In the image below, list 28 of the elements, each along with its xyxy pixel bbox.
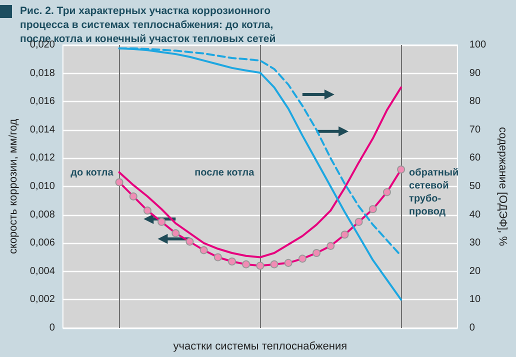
y2-tick-label: 0 (469, 322, 476, 334)
y2-tick-label: 100 (469, 40, 487, 50)
annotation: после котла (194, 167, 255, 178)
y2-tick-label: 30 (469, 238, 481, 249)
line-series (118, 86, 402, 258)
y-tick-label: 0,010 (30, 181, 56, 192)
y-tick-label: 0,004 (30, 266, 56, 277)
y2-tick-label: 60 (469, 152, 481, 164)
y-tick-label: 0,006 (30, 238, 56, 249)
y-tick-label: 0,016 (30, 96, 56, 108)
annotation: до котла (70, 167, 114, 178)
y2-tick-label: 50 (469, 181, 481, 192)
y2-tick-label: 20 (469, 266, 481, 277)
y2-tick-label: 90 (469, 68, 481, 79)
y-tick-label: 0,012 (30, 152, 56, 164)
y2-tick-label: 40 (469, 209, 481, 220)
y-tick-label: 0,008 (30, 209, 56, 220)
x-axis-title: участки системы теплоснабжения (173, 340, 348, 352)
y-tick-label: 0,018 (30, 68, 56, 79)
y2-tick-label: 10 (469, 294, 481, 306)
y2-tick-label: 70 (469, 124, 481, 136)
y2-tick-label: 80 (469, 96, 481, 108)
y-axis-title: скорость коррозии, мм/год (8, 118, 20, 254)
y-tick-label: 0,002 (30, 294, 56, 306)
y-tick-label: 0,014 (30, 124, 56, 136)
y-tick-label: 0 (49, 322, 56, 334)
annotation: обратный сетевой трубо- провод (409, 167, 459, 218)
y2-axis-title: содержание [ОДЭФ], % (496, 126, 508, 246)
